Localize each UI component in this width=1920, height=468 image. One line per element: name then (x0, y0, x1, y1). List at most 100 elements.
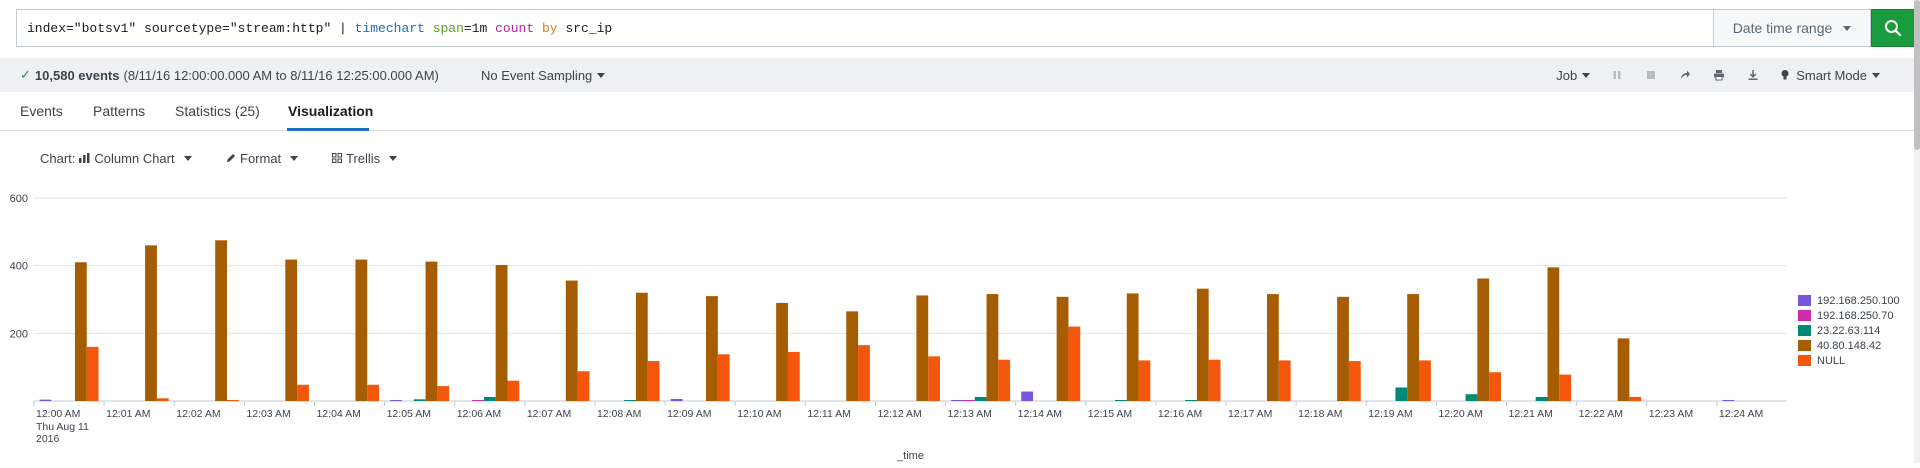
tab-patterns[interactable]: Patterns (93, 103, 146, 119)
bar (74, 262, 87, 401)
x-tick-label: 12:22 AM (1579, 408, 1623, 420)
bar (1722, 399, 1735, 401)
x-tick-label: 12:14 AM (1018, 408, 1062, 420)
event-sampling-dropdown[interactable]: No Event Sampling (481, 58, 606, 92)
bar (577, 371, 590, 401)
bar (1348, 361, 1361, 401)
stop-button[interactable] (1634, 58, 1668, 92)
chevron-down-icon (1843, 25, 1852, 31)
query-token: =1m (463, 21, 496, 36)
y-tick-label: 400 (10, 261, 28, 273)
date-range-picker[interactable]: Date time range (1714, 9, 1871, 47)
trellis-icon (332, 153, 342, 163)
bar (706, 296, 718, 401)
print-button[interactable] (1702, 58, 1736, 92)
bar (916, 295, 929, 401)
query-token: by (541, 21, 558, 36)
search-button[interactable] (1871, 9, 1915, 47)
share-button[interactable] (1668, 58, 1702, 92)
query-token: count (495, 21, 535, 36)
search-input[interactable]: index="botsv1" sourcetype="stream:http" … (16, 9, 1714, 47)
x-tick-label: 12:11 AM (807, 408, 851, 420)
date-range-label: Date time range (1732, 20, 1833, 36)
export-button[interactable] (1736, 58, 1770, 92)
x-tick-label: 12:12 AM (877, 408, 921, 420)
bar (1185, 399, 1197, 401)
search-mode-label: Smart Mode (1796, 67, 1867, 83)
bar (86, 346, 99, 401)
x-tick-label: 12:17 AM (1228, 408, 1272, 420)
pause-icon (1613, 71, 1621, 79)
y-tick-label: 600 (10, 193, 28, 205)
tab-events[interactable]: Events (20, 103, 63, 119)
job-menu[interactable]: Job (1546, 58, 1600, 92)
y-tick-label: 200 (10, 328, 28, 340)
query-token: timechart (354, 21, 425, 36)
legend-label: 192.168.250.100 (1817, 295, 1900, 307)
bar (285, 259, 298, 401)
bar (1395, 387, 1408, 401)
bar (367, 384, 380, 401)
x-axis-title: _time (896, 450, 924, 462)
event-summary: ✓ 10,580 events (8/11/16 12:00:00.000 AM… (20, 58, 439, 92)
legend-swatch (1798, 355, 1811, 366)
trellis-menu[interactable]: Trellis (332, 146, 398, 170)
scrollbar-thumb[interactable] (1914, 0, 1920, 150)
chevron-down-icon (290, 155, 299, 161)
chevron-down-icon (1582, 72, 1591, 78)
bar (1547, 267, 1560, 401)
bar (717, 354, 730, 401)
x-tick-label: 12:03 AM (246, 408, 290, 420)
job-status-bar: ✓ 10,580 events (8/11/16 12:00:00.000 AM… (0, 58, 1920, 92)
tab-statistics[interactable]: Statistics (25) (175, 103, 260, 119)
chevron-down-icon (183, 155, 192, 161)
bar (472, 399, 484, 401)
page-scrollbar[interactable] (1914, 0, 1920, 463)
pencil-icon (227, 154, 235, 162)
bar (1559, 374, 1572, 401)
legend-swatch (1798, 310, 1811, 321)
bar (998, 359, 1011, 401)
bar (846, 311, 859, 401)
x-tick-label: 12:16 AM (1158, 408, 1202, 420)
legend-swatch (1798, 325, 1811, 336)
active-tab-indicator (287, 128, 369, 131)
bar (1535, 396, 1548, 401)
bar (635, 292, 648, 401)
bar (355, 259, 368, 401)
bar (858, 345, 870, 401)
x-tick-label: 12:02 AM (176, 408, 220, 420)
column-chart-icon (79, 153, 90, 163)
x-tick-label: 12:07 AM (527, 408, 571, 420)
check-icon: ✓ (20, 67, 31, 82)
bar (1021, 391, 1034, 401)
chevron-down-icon (389, 155, 398, 161)
chart-type-label: Column Chart (94, 150, 175, 166)
format-label: Format (240, 150, 282, 166)
chart-type-menu[interactable]: Chart: Column Chart (40, 146, 192, 170)
x-tick-label: 12:23 AM (1649, 408, 1693, 420)
bar (670, 398, 683, 401)
print-icon (1714, 70, 1725, 81)
x-tick-label: 12:13 AM (948, 408, 992, 420)
time-range-text: (8/11/16 12:00:00.000 AM to 8/11/16 12:2… (123, 67, 439, 83)
bar (413, 399, 426, 401)
bar (1617, 338, 1630, 401)
bar (928, 356, 940, 401)
search-icon (1885, 20, 1902, 37)
pause-button[interactable] (1600, 58, 1634, 92)
tab-visualization[interactable]: Visualization (288, 103, 374, 119)
format-menu[interactable]: Format (226, 146, 299, 170)
search-mode-menu[interactable]: Smart Mode (1770, 58, 1890, 92)
job-controls: Job Smart Mode (1546, 58, 1890, 92)
share-icon (1681, 70, 1691, 79)
bar (156, 398, 169, 401)
bar (1465, 394, 1478, 401)
x-tick-label: 12:08 AM (597, 408, 641, 420)
query-token: src_ip (557, 21, 613, 36)
x-tick-sublabel: 2016 (36, 433, 60, 445)
bar (1138, 360, 1151, 401)
bar (507, 380, 520, 401)
events-count: 10,580 events (34, 67, 120, 83)
x-tick-label: 12:05 AM (387, 408, 431, 420)
